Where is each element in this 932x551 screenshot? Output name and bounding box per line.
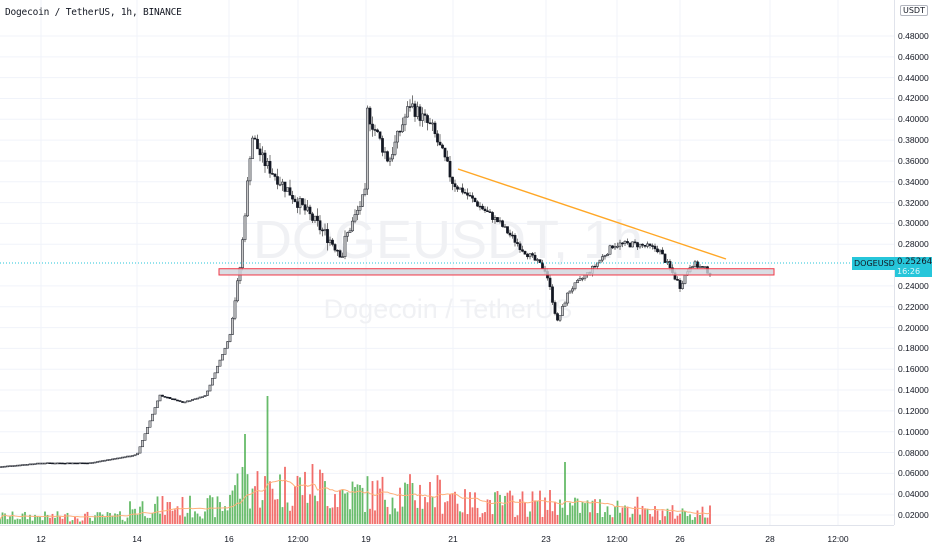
price-tick: 0.36000 bbox=[898, 155, 929, 166]
watermark-description: Dogecoin / TetherUS bbox=[324, 294, 573, 324]
price-tick: 0.38000 bbox=[898, 135, 929, 146]
time-tick: 12:00 bbox=[827, 534, 849, 544]
volume-ma-line bbox=[0, 479, 711, 520]
price-tick: 0.44000 bbox=[898, 72, 929, 83]
symbol-price-label: DOGEUSDT bbox=[852, 257, 902, 270]
time-axis[interactable] bbox=[0, 525, 894, 551]
time-tick: 28 bbox=[765, 534, 775, 544]
price-tick: 0.14000 bbox=[898, 385, 929, 396]
time-tick: 23 bbox=[541, 534, 551, 544]
price-tick: 0.04000 bbox=[898, 489, 929, 500]
currency-badge[interactable]: USDT bbox=[900, 5, 928, 16]
price-tick: 0.34000 bbox=[898, 176, 929, 187]
price-tick: 0.12000 bbox=[898, 405, 929, 416]
price-tick: 0.42000 bbox=[898, 93, 929, 104]
chart-title: Dogecoin / TetherUS, 1h, BINANCE bbox=[5, 7, 182, 18]
price-tick: 0.28000 bbox=[898, 239, 929, 250]
price-tick: 0.32000 bbox=[898, 197, 929, 208]
time-tick: 12 bbox=[36, 534, 46, 544]
volume-bars bbox=[0, 396, 711, 524]
price-tick: 0.30000 bbox=[898, 218, 929, 229]
time-tick: 19 bbox=[361, 534, 371, 544]
price-tick: 0.02000 bbox=[898, 510, 929, 520]
last-price-value: 0.25264 bbox=[897, 257, 932, 267]
last-price-label: 0.25264 16:26 bbox=[895, 257, 932, 277]
time-tick: 14 bbox=[132, 534, 142, 544]
price-tick: 0.18000 bbox=[898, 343, 929, 354]
time-tick: 12:00 bbox=[606, 534, 628, 544]
price-tick: 0.48000 bbox=[898, 31, 929, 41]
price-tick: 0.22000 bbox=[898, 301, 929, 312]
descending-trendline bbox=[457, 168, 727, 260]
price-tick: 0.06000 bbox=[898, 468, 929, 479]
time-tick: 21 bbox=[448, 534, 458, 544]
price-tick: 0.08000 bbox=[898, 447, 929, 458]
price-tick: 0.20000 bbox=[898, 322, 929, 333]
candles bbox=[0, 95, 712, 468]
time-tick: 12:00 bbox=[287, 534, 309, 544]
support-zone bbox=[218, 268, 775, 276]
price-tick: 0.40000 bbox=[898, 114, 929, 125]
price-tick: 0.24000 bbox=[898, 280, 929, 291]
price-tick: 0.10000 bbox=[898, 426, 929, 437]
price-tick: 0.46000 bbox=[898, 51, 929, 62]
price-tick: 0.16000 bbox=[898, 364, 929, 375]
time-tick: 26 bbox=[675, 534, 685, 544]
time-tick: 16 bbox=[224, 534, 234, 544]
bar-countdown: 16:26 bbox=[897, 267, 921, 276]
